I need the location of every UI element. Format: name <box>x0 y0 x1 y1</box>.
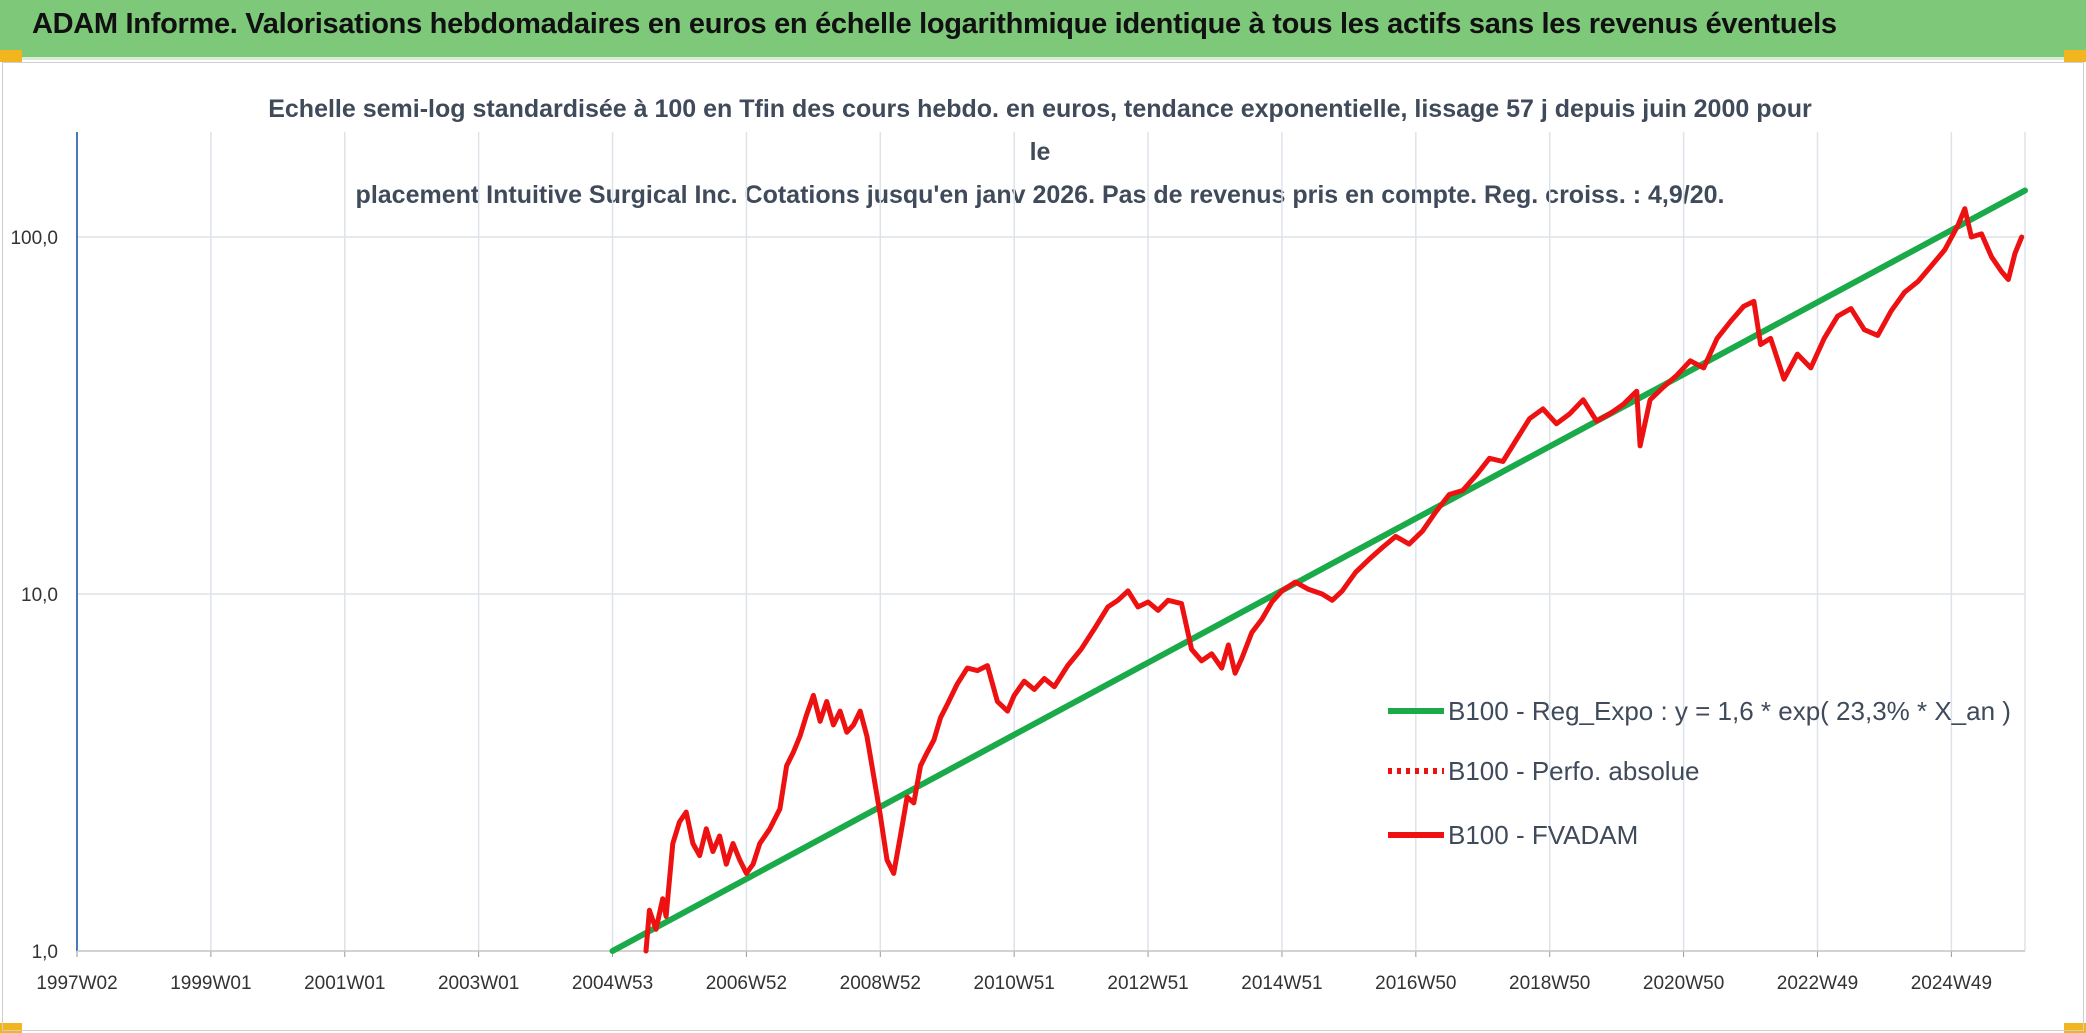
chart-frame <box>2 62 2084 1031</box>
legend: B100 - Reg_Expo : y = 1,6 * exp( 23,3% *… <box>1388 696 2011 850</box>
x-tick-label: 2016W50 <box>1375 973 1456 994</box>
corner-marker-top-left <box>0 50 22 62</box>
x-tick-label: 2014W51 <box>1241 973 1322 994</box>
y-tick-label: 1,0 <box>32 942 58 963</box>
x-tick-label: 2006W52 <box>706 973 787 994</box>
y-tick-label: 10,0 <box>21 585 58 606</box>
chart-subtitle: Echelle semi-log standardisée à 100 en T… <box>260 88 1820 217</box>
x-tick-label: 2018W50 <box>1509 973 1590 994</box>
x-tick-label: 2003W01 <box>438 973 519 994</box>
corner-marker-bottom-right <box>2064 1023 2086 1033</box>
corner-marker-top-right <box>2064 50 2086 62</box>
corner-marker-bottom-left <box>0 1023 22 1033</box>
x-tick-label: 2010W51 <box>974 973 1055 994</box>
legend-entry: B100 - FVADAM <box>1448 820 1638 850</box>
x-tick-label: 2004W53 <box>572 973 653 994</box>
x-tick-label: 2012W51 <box>1107 973 1188 994</box>
axis-layer: 1997W02 1999W01 2001W01 2003W01 2004W53 2006W… <box>10 132 2025 994</box>
x-tick-label: 2008W52 <box>840 973 921 994</box>
legend-entry: B100 - Reg_Expo : y = 1,6 * exp( 23,3% *… <box>1448 696 2011 726</box>
x-tick-label: 2024W49 <box>1911 973 1992 994</box>
grid-layer <box>76 132 2026 952</box>
page-title: ADAM Informe. Valorisations hebdomadaire… <box>32 8 1837 40</box>
legend-entry: B100 - Perfo. absolue <box>1448 756 1700 786</box>
chart-subtitle-line-1: Echelle semi-log standardisée à 100 en T… <box>268 95 1812 166</box>
header-banner: ADAM Informe. Valorisations hebdomadaire… <box>0 0 2086 60</box>
x-tick-label: 2022W49 <box>1777 973 1858 994</box>
x-tick-label: 2001W01 <box>304 973 385 994</box>
x-tick-label: 2020W50 <box>1643 973 1724 994</box>
x-tick-label: 1997W02 <box>36 973 117 994</box>
y-tick-label: 100,0 <box>10 228 58 249</box>
chart-subtitle-line-2: placement Intuitive Surgical Inc. Cotati… <box>355 181 1725 209</box>
fvadam-price-series <box>643 206 2025 954</box>
x-tick-label: 1999W01 <box>170 973 251 994</box>
series-layer <box>609 187 2028 954</box>
trend-line-series <box>609 187 2028 954</box>
